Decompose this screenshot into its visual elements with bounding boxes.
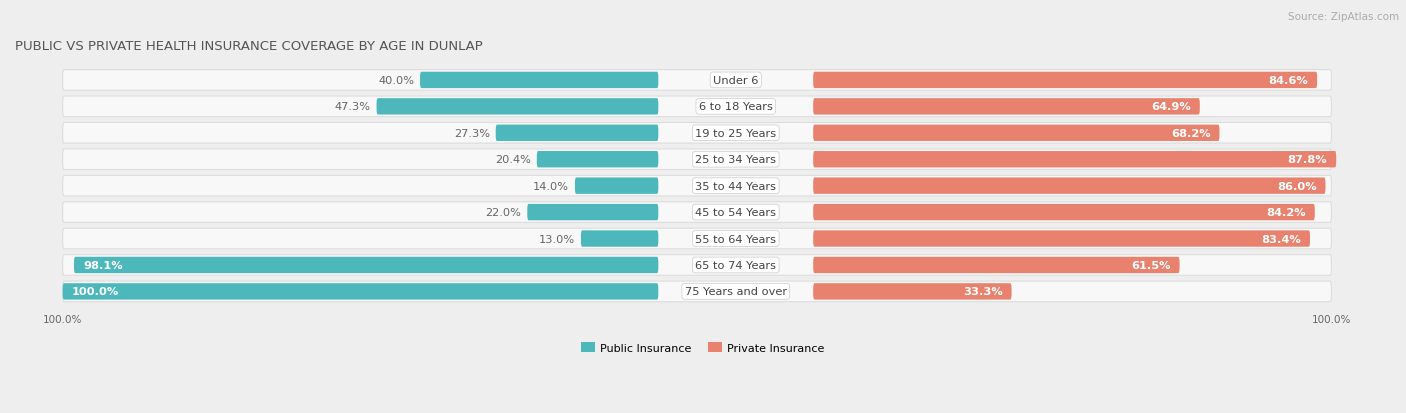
FancyBboxPatch shape — [63, 123, 1331, 144]
Text: 86.0%: 86.0% — [1277, 181, 1316, 191]
Text: 35 to 44 Years: 35 to 44 Years — [695, 181, 776, 191]
FancyBboxPatch shape — [63, 97, 1331, 117]
Text: Source: ZipAtlas.com: Source: ZipAtlas.com — [1288, 12, 1399, 22]
FancyBboxPatch shape — [813, 152, 1336, 168]
FancyBboxPatch shape — [63, 150, 1331, 170]
Text: 61.5%: 61.5% — [1130, 260, 1171, 271]
FancyBboxPatch shape — [527, 204, 658, 221]
Text: PUBLIC VS PRIVATE HEALTH INSURANCE COVERAGE BY AGE IN DUNLAP: PUBLIC VS PRIVATE HEALTH INSURANCE COVER… — [15, 40, 482, 53]
FancyBboxPatch shape — [813, 204, 1315, 221]
FancyBboxPatch shape — [537, 152, 658, 168]
FancyBboxPatch shape — [63, 255, 1331, 275]
FancyBboxPatch shape — [813, 231, 1310, 247]
Text: 98.1%: 98.1% — [83, 260, 122, 271]
FancyBboxPatch shape — [813, 178, 1326, 195]
Text: 25 to 34 Years: 25 to 34 Years — [695, 155, 776, 165]
Text: 45 to 54 Years: 45 to 54 Years — [695, 208, 776, 218]
Text: 33.3%: 33.3% — [963, 287, 1002, 297]
FancyBboxPatch shape — [813, 283, 1011, 300]
FancyBboxPatch shape — [63, 202, 1331, 223]
Text: 22.0%: 22.0% — [485, 208, 522, 218]
Text: Under 6: Under 6 — [713, 76, 758, 86]
Text: 55 to 64 Years: 55 to 64 Years — [695, 234, 776, 244]
FancyBboxPatch shape — [63, 229, 1331, 249]
Text: 14.0%: 14.0% — [533, 181, 569, 191]
FancyBboxPatch shape — [496, 125, 658, 142]
Text: 20.4%: 20.4% — [495, 155, 531, 165]
Text: 84.2%: 84.2% — [1267, 208, 1306, 218]
Text: 19 to 25 Years: 19 to 25 Years — [695, 128, 776, 138]
FancyBboxPatch shape — [377, 99, 658, 115]
FancyBboxPatch shape — [813, 257, 1180, 273]
Text: 68.2%: 68.2% — [1171, 128, 1211, 138]
FancyBboxPatch shape — [813, 99, 1199, 115]
Text: 40.0%: 40.0% — [378, 76, 415, 86]
FancyBboxPatch shape — [813, 125, 1219, 142]
Legend: Public Insurance, Private Insurance: Public Insurance, Private Insurance — [576, 338, 830, 357]
Text: 13.0%: 13.0% — [538, 234, 575, 244]
Text: 75 Years and over: 75 Years and over — [685, 287, 787, 297]
FancyBboxPatch shape — [63, 71, 1331, 91]
FancyBboxPatch shape — [75, 257, 658, 273]
Text: 64.9%: 64.9% — [1152, 102, 1191, 112]
Text: 84.6%: 84.6% — [1268, 76, 1308, 86]
Text: 27.3%: 27.3% — [454, 128, 489, 138]
FancyBboxPatch shape — [581, 231, 658, 247]
FancyBboxPatch shape — [63, 283, 658, 300]
Text: 87.8%: 87.8% — [1288, 155, 1327, 165]
Text: 47.3%: 47.3% — [335, 102, 371, 112]
Text: 100.0%: 100.0% — [72, 287, 120, 297]
FancyBboxPatch shape — [575, 178, 658, 195]
FancyBboxPatch shape — [63, 281, 1331, 302]
Text: 65 to 74 Years: 65 to 74 Years — [695, 260, 776, 271]
FancyBboxPatch shape — [813, 73, 1317, 89]
FancyBboxPatch shape — [63, 176, 1331, 197]
FancyBboxPatch shape — [420, 73, 658, 89]
Text: 83.4%: 83.4% — [1261, 234, 1301, 244]
Text: 6 to 18 Years: 6 to 18 Years — [699, 102, 773, 112]
